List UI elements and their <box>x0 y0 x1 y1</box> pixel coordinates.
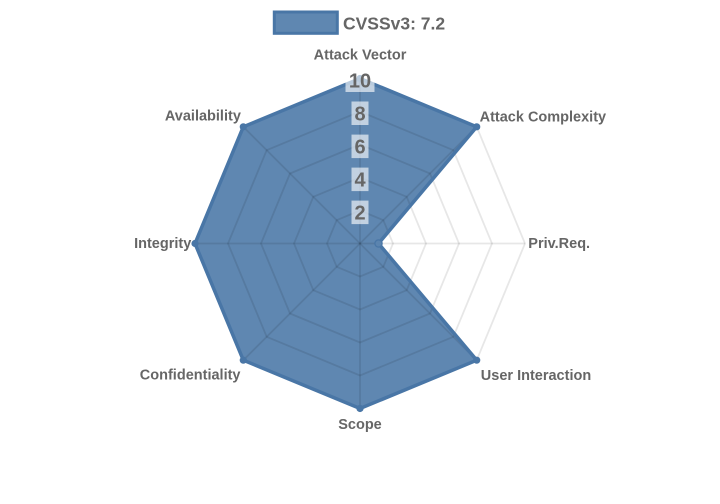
svg-text:Scope: Scope <box>338 417 382 433</box>
svg-text:Attack Complexity: Attack Complexity <box>480 110 607 126</box>
svg-text:10: 10 <box>349 70 371 92</box>
svg-text:User Interaction: User Interaction <box>481 368 591 384</box>
svg-text:Confidentiality: Confidentiality <box>140 367 241 383</box>
svg-text:CVSSv3: 7.2: CVSSv3: 7.2 <box>343 14 445 34</box>
svg-text:6: 6 <box>354 136 365 158</box>
svg-text:Integrity: Integrity <box>134 236 191 252</box>
svg-text:4: 4 <box>354 169 366 191</box>
svg-text:2: 2 <box>354 202 365 224</box>
svg-text:8: 8 <box>354 103 365 125</box>
svg-text:Priv.Req.: Priv.Req. <box>528 236 590 252</box>
svg-text:Availability: Availability <box>165 109 241 125</box>
svg-text:Attack Vector: Attack Vector <box>314 48 407 64</box>
